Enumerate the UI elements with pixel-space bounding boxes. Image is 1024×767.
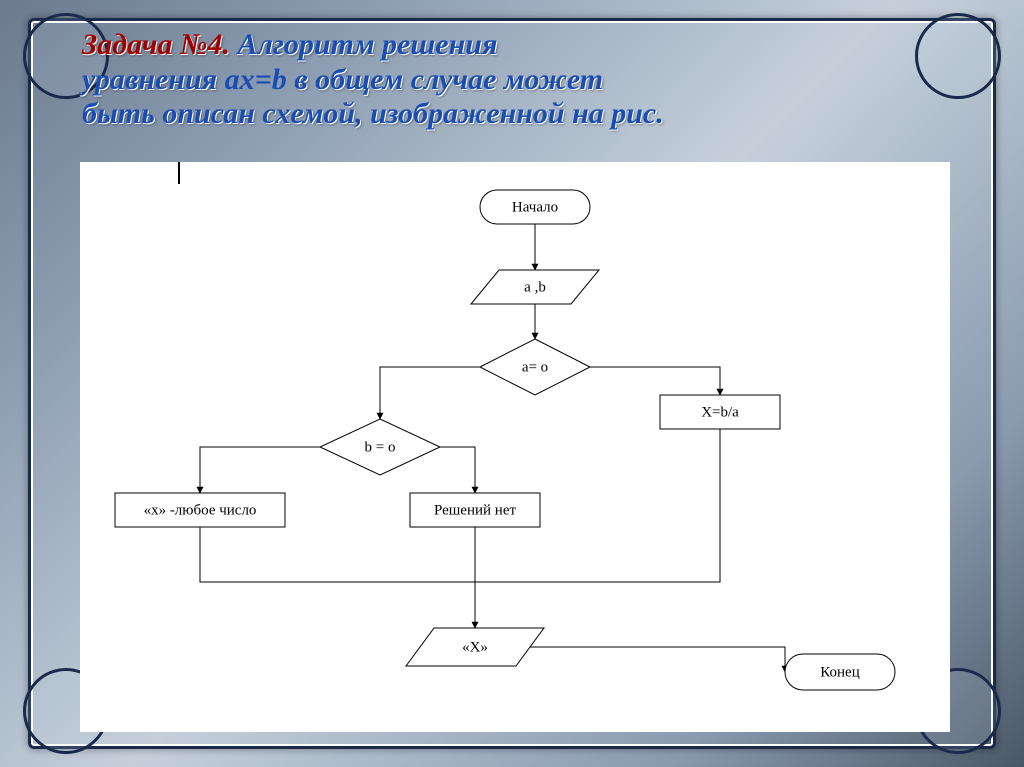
svg-text:Решений нет: Решений нет bbox=[434, 502, 517, 518]
node-nosol: Решений нет bbox=[410, 493, 540, 527]
text-cursor bbox=[178, 162, 180, 184]
svg-text:b = o: b = o bbox=[365, 439, 396, 455]
slide-heading: Задача №4. Алгоритм решения уравнения ax… bbox=[82, 28, 952, 132]
heading-equation: ax=b bbox=[225, 63, 287, 96]
heading-line1: Алгоритм решения bbox=[237, 28, 497, 61]
svg-text:a ,b: a ,b bbox=[524, 279, 546, 295]
node-end: Конец bbox=[785, 654, 895, 690]
node-out: «X» bbox=[406, 628, 544, 666]
node-any: «x» -любое число bbox=[115, 493, 285, 527]
slide: Задача №4. Алгоритм решения уравнения ax… bbox=[0, 0, 1024, 767]
node-dec_b: b = o bbox=[320, 419, 440, 475]
node-dec_a: a= o bbox=[480, 339, 590, 395]
heading-line3: быть описан схемой, изображенной на рис. bbox=[82, 97, 664, 130]
svg-text:Начало: Начало bbox=[512, 199, 558, 215]
svg-text:«X»: «X» bbox=[462, 639, 488, 655]
node-start: Начало bbox=[480, 190, 590, 224]
svg-text:«x» -любое число: «x» -любое число bbox=[144, 502, 257, 518]
heading-task-label: Задача №4 bbox=[82, 28, 222, 61]
heading-dot: . bbox=[222, 28, 237, 61]
svg-text:X=b/a: X=b/a bbox=[701, 404, 739, 420]
flowchart-svg: Начало a ,b a= o b = o X=b/a «x» -любое число… bbox=[80, 162, 950, 732]
svg-text:Конец: Конец bbox=[820, 664, 859, 680]
svg-text:a= o: a= o bbox=[522, 359, 548, 375]
node-calc: X=b/a bbox=[660, 395, 780, 429]
node-input: a ,b bbox=[471, 270, 599, 304]
heading-line2-post: в общем случае может bbox=[287, 63, 603, 96]
heading-line2-pre: уравнения bbox=[82, 63, 225, 96]
flowchart-canvas: Начало a ,b a= o b = o X=b/a «x» -любое число… bbox=[80, 162, 950, 732]
